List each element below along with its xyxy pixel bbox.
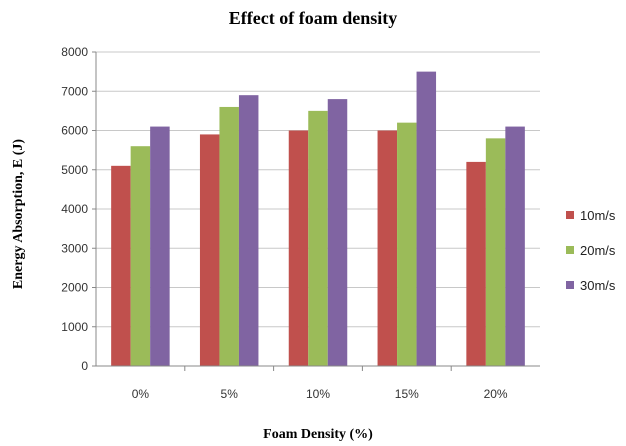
x-tick-label: 10% — [306, 387, 330, 401]
bar-30ms-20pct — [505, 126, 525, 366]
bar-10ms-5pct — [199, 134, 220, 366]
legend-label: 20m/s — [580, 243, 616, 258]
y-tick-label: 6000 — [61, 124, 88, 138]
x-tick-label: 5% — [221, 387, 239, 401]
axes — [95, 52, 540, 367]
bar-30ms-0pct — [150, 126, 170, 366]
chart-title: Effect of foam density — [229, 8, 397, 28]
y-tick-label: 1000 — [61, 320, 88, 334]
y-tick-label: 7000 — [61, 84, 88, 98]
x-tick-label: 20% — [484, 387, 508, 401]
bar-10ms-0pct — [111, 165, 131, 366]
bar-30ms-10pct — [327, 99, 348, 366]
legend-swatch — [566, 246, 574, 254]
x-tick-label: 0% — [132, 387, 150, 401]
legend-swatch — [566, 281, 574, 289]
x-axis-ticks: 0% 5% 10% 15% 20% — [132, 366, 508, 401]
y-tick-label: 4000 — [61, 202, 88, 216]
bar-10ms-20pct — [466, 161, 486, 366]
bar-10ms-15pct — [377, 130, 398, 366]
y-tick-label: 2000 — [61, 281, 88, 295]
bar-30ms-15pct — [416, 71, 437, 366]
legend-swatch — [566, 211, 574, 219]
y-tick-label: 5000 — [61, 163, 88, 177]
bar-20ms-15pct — [397, 122, 417, 367]
bar-20ms-20pct — [485, 138, 506, 366]
x-axis-label: Foam Density (%) — [263, 427, 373, 442]
bar-20ms-10pct — [308, 110, 328, 366]
bar-30ms-5pct — [238, 95, 259, 367]
y-axis-label: Energy Absorption, E (J) — [11, 139, 26, 289]
y-tick-label: 8000 — [61, 45, 88, 59]
y-tick-label: 3000 — [61, 241, 88, 255]
bar-10ms-10pct — [288, 130, 309, 366]
bar-20ms-0pct — [130, 146, 151, 366]
y-tick-label: 0 — [81, 359, 88, 373]
y-axis-ticks: 0 1000 2000 3000 4000 5000 6000 7000 8000 — [61, 45, 96, 373]
bars — [111, 71, 525, 367]
legend-label: 30m/s — [580, 278, 616, 293]
bar-20ms-5pct — [219, 106, 239, 366]
legend-label: 10m/s — [580, 208, 616, 223]
x-tick-label: 15% — [395, 387, 419, 401]
legend: 10m/s 20m/s 30m/s — [566, 208, 616, 293]
